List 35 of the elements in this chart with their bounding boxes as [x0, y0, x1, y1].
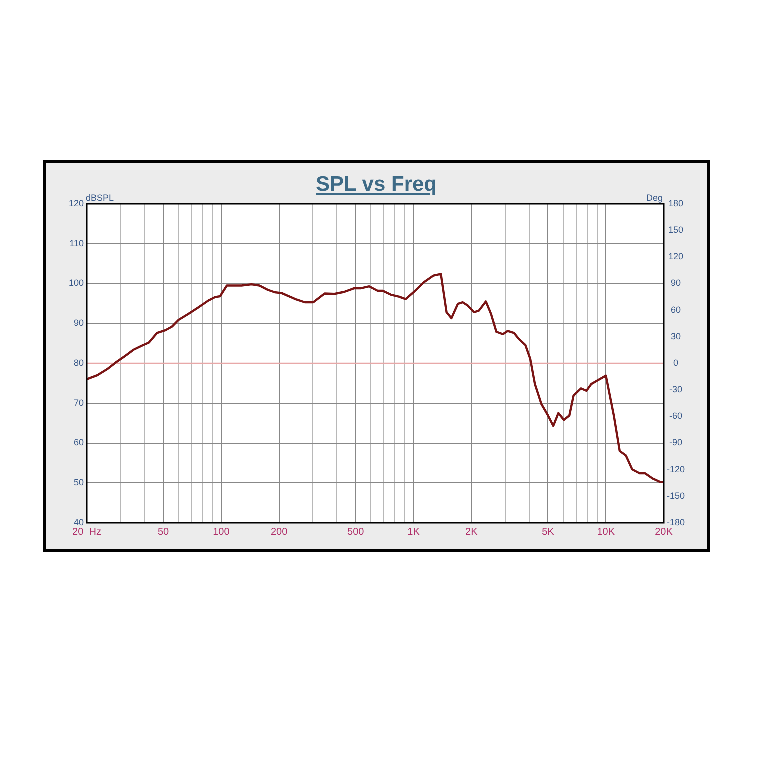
y2-tick-label: 150	[668, 225, 684, 236]
x-tick-label: 1K	[408, 526, 420, 538]
x-tick-label: 20 Hz	[72, 526, 102, 538]
y2-tick-label: 0	[674, 358, 679, 368]
y-tick-label: 80	[74, 358, 84, 368]
x-tick-label: 5K	[542, 526, 555, 538]
chart-title: SPL vs Freq	[316, 173, 437, 196]
x-tick-label: 100	[213, 526, 230, 538]
y2-tick-label: -60	[670, 411, 683, 422]
y2-tick-label: 120	[668, 252, 684, 262]
y-tick-label: 110	[70, 238, 84, 248]
y-tick-label: 50	[74, 478, 84, 488]
y-tick-label: 70	[74, 398, 84, 408]
y2-axis-title: Deg	[646, 192, 663, 203]
y2-tick-label: 60	[671, 304, 682, 315]
y-tick-label: 60	[74, 438, 84, 448]
x-tick-label: 500	[348, 526, 365, 538]
y2-tick-label: -120	[667, 464, 686, 474]
y2-tick-label: 180	[668, 198, 684, 208]
x-tick-label: 200	[270, 526, 288, 538]
y2-tick-label: -180	[667, 517, 686, 528]
y-tick-label: 40	[74, 517, 84, 528]
y-axis-title: dBSPL	[86, 192, 114, 203]
y2-tick-label: 30	[671, 331, 682, 342]
y-tick-label: 100	[68, 278, 84, 288]
x-tick-label: 50	[158, 526, 170, 538]
y2-tick-label: -150	[667, 490, 686, 501]
x-tick-label: 2K	[466, 526, 478, 538]
y2-tick-label: -90	[670, 438, 683, 448]
x-tick-label: 10K	[597, 526, 616, 538]
y2-tick-label: 90	[671, 278, 682, 288]
y2-tick-label: -30	[670, 384, 683, 395]
y-tick-label: 90	[74, 318, 84, 328]
x-tick-label: 20K	[655, 526, 674, 538]
y-tick-label: 120	[68, 198, 84, 208]
